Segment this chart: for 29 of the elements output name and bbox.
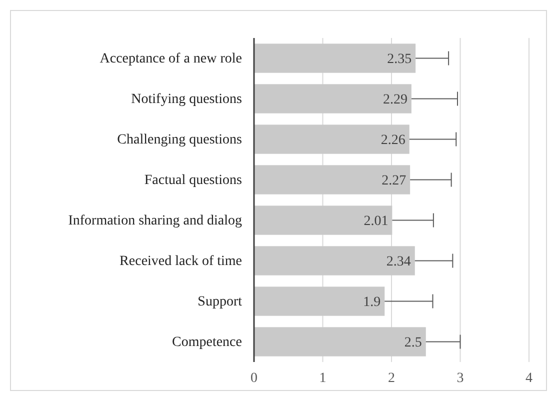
x-tick-label: 4 [526,370,532,386]
x-tick-label: 0 [250,370,258,386]
y-tick-label: Information sharing and dialog [68,214,242,229]
data-label: 2.27 [382,174,406,189]
bar [254,124,410,154]
y-tick-label: Competence [172,335,242,350]
bar [254,286,385,316]
y-tick-label: Received lack of time [120,254,242,270]
data-label: 2.29 [382,92,408,108]
data-label: 2.35 [387,52,412,68]
x-tick-label: 2 [388,370,395,386]
y-tick-label: Notifying questions [131,92,242,108]
data-label: 2.34 [386,254,411,270]
y-tick-label: Challenging questions [117,132,242,148]
x-tick-label: 1 [319,370,326,386]
data-label: 2.01 [364,214,388,230]
bar [254,246,415,276]
bar [254,327,426,356]
y-tick-label: Support [198,294,242,310]
data-label: 2.5 [404,336,422,351]
data-label: 2.26 [380,133,406,148]
bar [254,44,416,73]
x-tick-label: 3 [456,370,464,386]
bar [254,84,412,114]
y-tick-label: Acceptance of a new role [100,52,242,67]
y-tick-label: Factual questions [144,173,242,188]
bar [254,165,410,194]
bar [254,206,392,235]
data-label: 1.9 [363,295,381,310]
